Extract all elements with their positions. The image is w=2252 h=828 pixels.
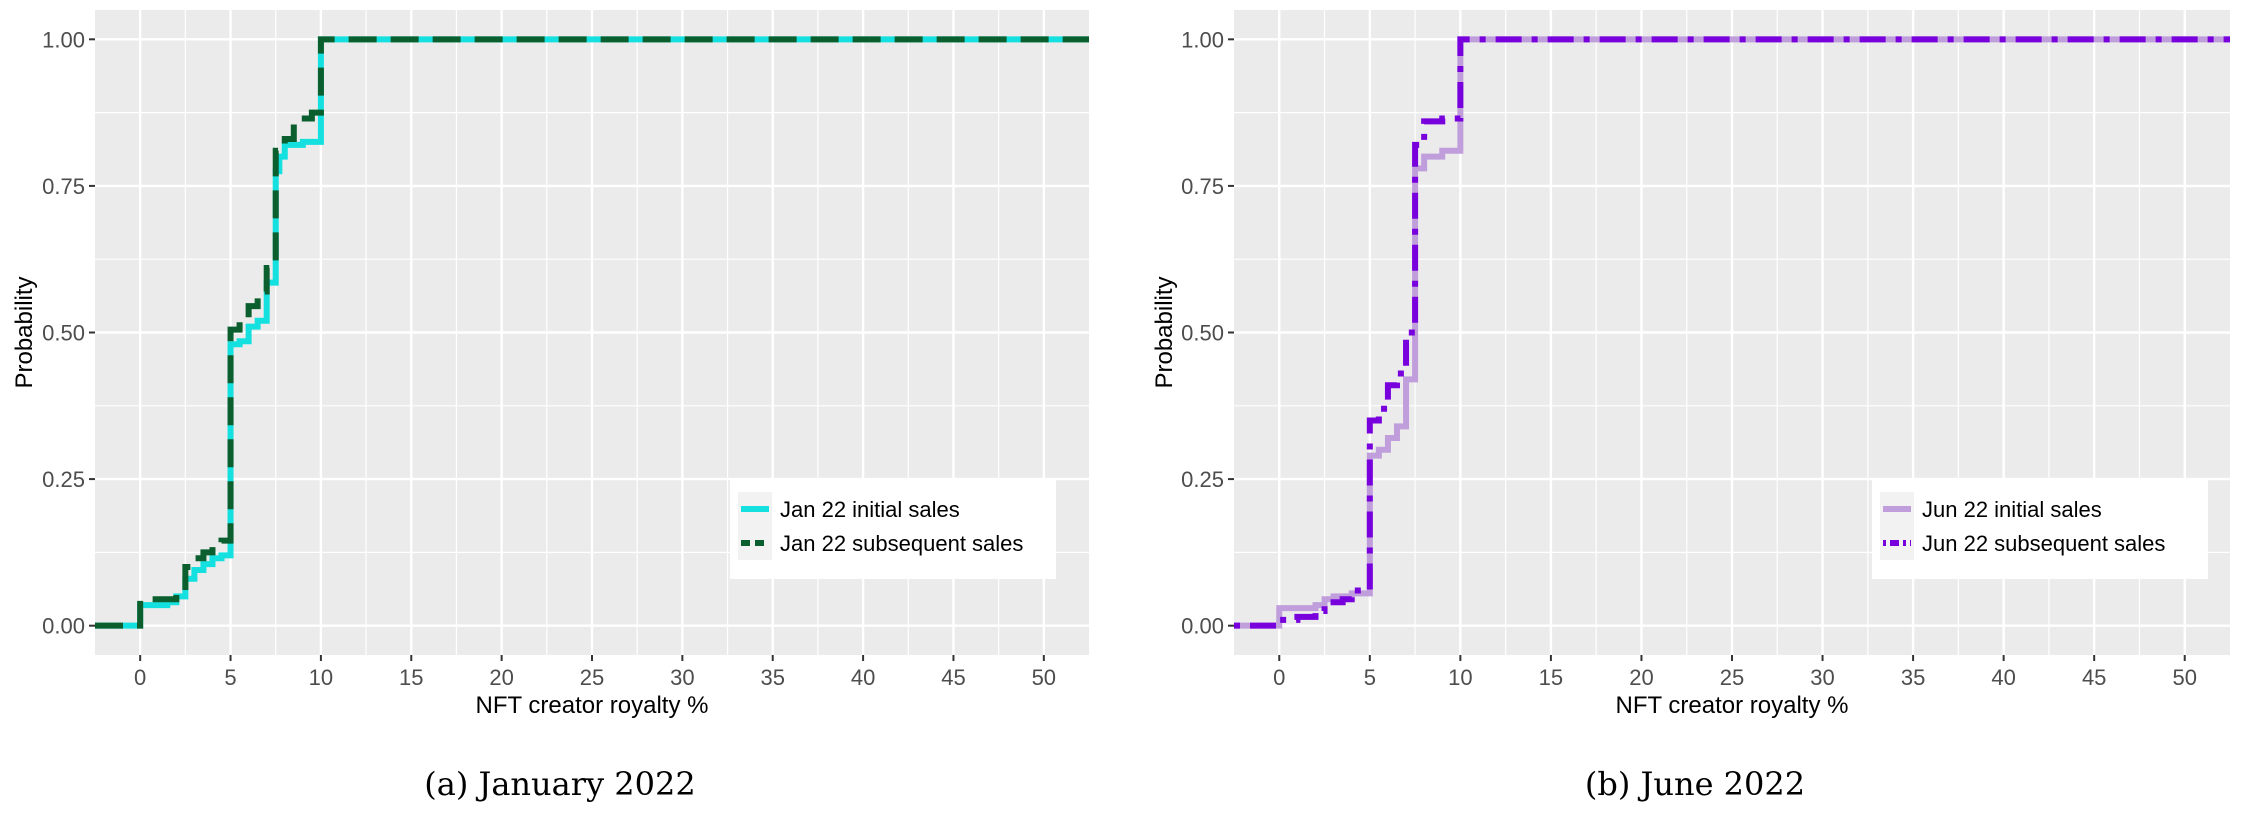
legend-label: Jan 22 initial sales — [780, 497, 960, 522]
y-tick-label: 1.00 — [42, 27, 85, 52]
series-line-initial-sales — [1234, 36, 2230, 629]
y-axis-label: Probability — [1151, 276, 1178, 388]
x-tick-label: 30 — [670, 665, 694, 690]
series-line-subsequent-sales — [95, 36, 1089, 629]
x-tick-label: 5 — [1364, 665, 1376, 690]
x-tick-label: 20 — [1629, 665, 1653, 690]
x-tick-label: 40 — [851, 665, 875, 690]
legend: Jun 22 initial sales Jun 22 subsequent sa… — [1872, 480, 2208, 579]
x-tick-label: 15 — [1539, 665, 1563, 690]
y-tick-label: 0.75 — [42, 174, 85, 199]
x-tick-label: 50 — [2172, 665, 2196, 690]
series-line-subsequent-sales — [1234, 36, 2230, 629]
y-tick-label: 0.75 — [1181, 174, 1224, 199]
chart-panel-2: 0 5 10 15 20 25 30 35 40 45 50 0.00 0.25 0.50 0.75 1.00… — [1151, 10, 2230, 803]
y-tick-label: 1.00 — [1181, 27, 1224, 52]
y-tick-label: 0.00 — [1181, 614, 1224, 639]
x-tick-label: 35 — [1901, 665, 1925, 690]
x-tick-label: 45 — [941, 665, 965, 690]
y-tick-label: 0.50 — [1181, 321, 1224, 346]
x-tick-label: 0 — [134, 665, 146, 690]
y-tick-label: 0.00 — [42, 614, 85, 639]
y-tick-label: 0.25 — [42, 467, 85, 492]
x-tick-label: 25 — [580, 665, 604, 690]
legend-label: Jun 22 subsequent sales — [1922, 531, 2165, 556]
y-axis-label: Probability — [11, 276, 38, 388]
chart-panel-1: 0 5 10 15 20 25 30 35 40 45 50 0.00 0.25 0.50 0.75 1.00… — [11, 10, 1089, 803]
legend: Jan 22 initial sales Jan 22 subsequent sa… — [730, 480, 1056, 579]
x-tick-label: 35 — [760, 665, 784, 690]
x-tick-label: 50 — [1032, 665, 1056, 690]
legend-background — [1872, 480, 2208, 579]
x-tick-label: 10 — [309, 665, 333, 690]
y-tick-label: 0.50 — [42, 321, 85, 346]
x-tick-label: 30 — [1810, 665, 1834, 690]
x-axis-label: NFT creator royalty % — [1616, 692, 1849, 719]
x-tick-label: 25 — [1720, 665, 1744, 690]
figure-caption: (b) June 2022 — [1585, 765, 1805, 803]
x-tick-label: 15 — [399, 665, 423, 690]
x-tick-label: 20 — [489, 665, 513, 690]
figure-caption: (a) January 2022 — [424, 765, 695, 803]
x-axis-label: NFT creator royalty % — [476, 692, 709, 719]
x-tick-label: 10 — [1448, 665, 1472, 690]
x-tick-label: 5 — [224, 665, 236, 690]
legend-label: Jan 22 subsequent sales — [780, 531, 1023, 556]
y-tick-label: 0.25 — [1181, 467, 1224, 492]
legend-label: Jun 22 initial sales — [1922, 497, 2102, 522]
x-tick-label: 40 — [1991, 665, 2015, 690]
x-tick-label: 0 — [1273, 665, 1285, 690]
x-tick-label: 45 — [2082, 665, 2106, 690]
legend-background — [730, 480, 1056, 579]
